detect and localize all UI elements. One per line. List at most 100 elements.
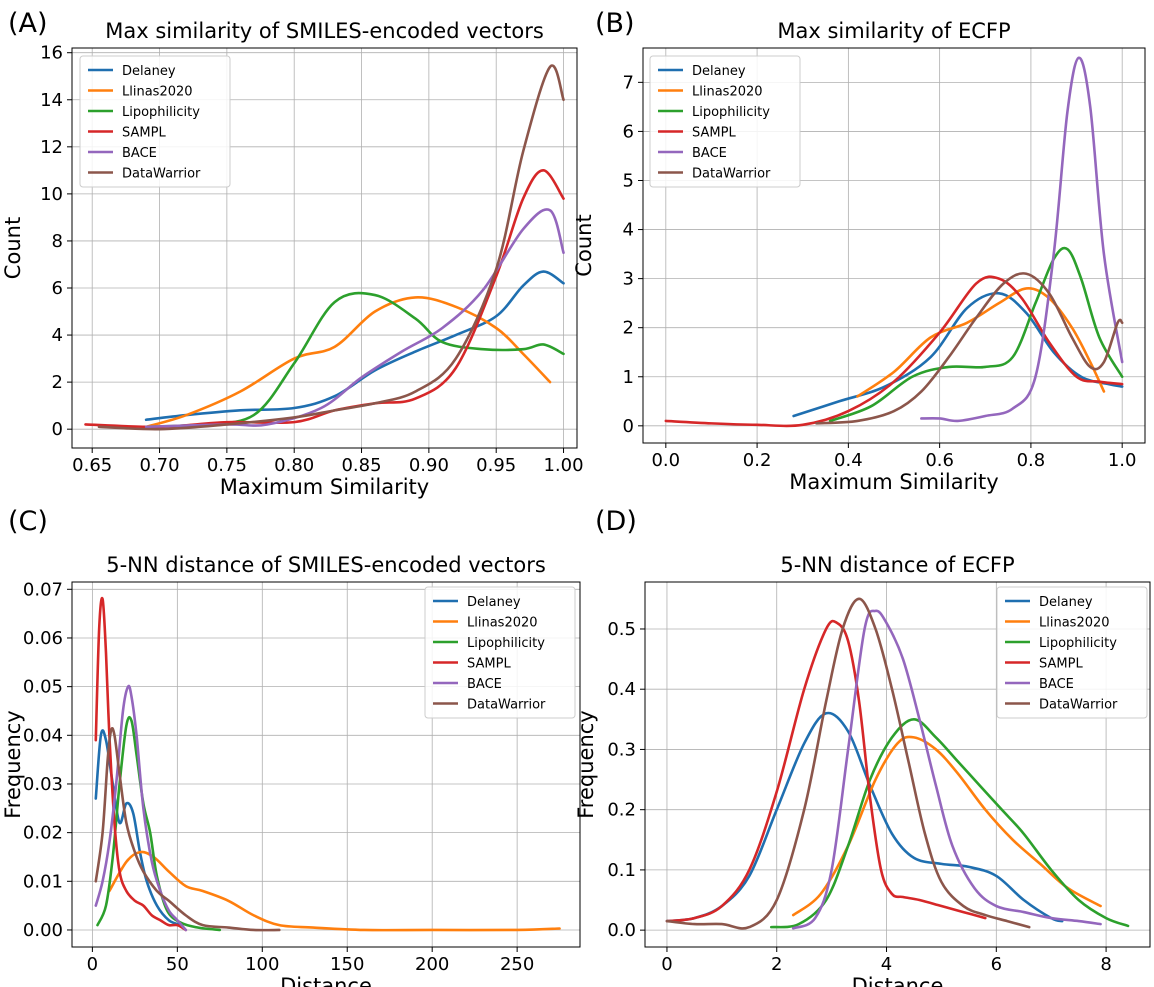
y-tick-label: 8 bbox=[52, 231, 63, 252]
y-tick-label: 0.03 bbox=[23, 774, 63, 795]
x-tick-label: 1.0 bbox=[1108, 450, 1137, 471]
legend-label: Llinas2020 bbox=[692, 85, 763, 100]
x-tick-label: 50 bbox=[166, 954, 189, 975]
x-tick-label: 0.90 bbox=[409, 455, 449, 476]
x-tick-label: 0.65 bbox=[72, 455, 112, 476]
y-tick-label: 0.02 bbox=[23, 823, 63, 844]
y-tick-label: 0.5 bbox=[607, 619, 636, 640]
series-line-llinas2020 bbox=[856, 287, 1106, 398]
legend-label: Delaney bbox=[692, 64, 746, 79]
y-tick-label: 7 bbox=[623, 72, 634, 93]
y-axis-label: Frequency bbox=[574, 710, 598, 819]
series-line-bace bbox=[920, 56, 1124, 423]
legend-label: BACE bbox=[467, 677, 502, 692]
legend-label: SAMPL bbox=[467, 657, 511, 672]
y-tick-label: 2 bbox=[623, 318, 634, 339]
legend-label: BACE bbox=[692, 146, 727, 161]
y-tick-label: 2 bbox=[52, 372, 63, 393]
x-tick-label: 100 bbox=[245, 954, 279, 975]
series-line-sampl bbox=[664, 275, 1124, 428]
series-line-delaney bbox=[665, 711, 1064, 923]
y-tick-label: 0.0 bbox=[607, 920, 636, 941]
y-tick-label: 0 bbox=[623, 416, 634, 437]
y-tick-label: 5 bbox=[623, 170, 634, 191]
y-tick-label: 4 bbox=[52, 325, 63, 346]
chart-title: 5-NN distance of SMILES-encoded vectors bbox=[106, 553, 546, 577]
series-line-lipophilicity bbox=[828, 246, 1124, 423]
panel-c-letter: (C) bbox=[8, 506, 48, 537]
x-tick-label: 150 bbox=[330, 954, 364, 975]
legend-label: SAMPL bbox=[1039, 657, 1083, 672]
y-tick-label: 0.2 bbox=[607, 800, 636, 821]
y-tick-label: 0.3 bbox=[607, 739, 636, 760]
plot-frame bbox=[644, 581, 1151, 948]
x-axis-label: Maximum Similarity bbox=[220, 475, 429, 499]
legend-label: BACE bbox=[1039, 677, 1074, 692]
x-tick-label: 1.00 bbox=[543, 455, 583, 476]
panel-d-letter: (D) bbox=[595, 506, 637, 537]
y-tick-label: 3 bbox=[623, 269, 634, 290]
series-line-delaney bbox=[94, 729, 183, 927]
x-tick-label: 0.95 bbox=[476, 455, 516, 476]
series-line-datawarrior bbox=[97, 64, 565, 431]
y-tick-label: 0.04 bbox=[23, 725, 63, 746]
series-line-sampl bbox=[84, 169, 565, 429]
y-tick-label: 0.01 bbox=[23, 871, 63, 892]
legend-label: DataWarrior bbox=[692, 167, 771, 182]
legend-label: Delaney bbox=[1039, 595, 1093, 610]
y-tick-label: 0.06 bbox=[23, 628, 63, 649]
y-tick-label: 14 bbox=[40, 90, 63, 111]
legend-label: Delaney bbox=[467, 595, 521, 610]
series-line-llinas2020 bbox=[108, 850, 561, 932]
x-tick-label: 8 bbox=[1100, 954, 1111, 975]
legend-label: DataWarrior bbox=[122, 167, 201, 182]
legend-label: Lipophilicity bbox=[122, 105, 200, 120]
series-line-delaney bbox=[144, 270, 565, 422]
chart-title: Max similarity of ECFP bbox=[777, 19, 1010, 43]
legend-label: Llinas2020 bbox=[467, 616, 538, 631]
legend-box bbox=[996, 586, 1148, 719]
y-tick-label: 0 bbox=[52, 419, 63, 440]
x-axis-label: Maximum Similarity bbox=[789, 470, 998, 494]
x-tick-label: 0.0 bbox=[651, 450, 680, 471]
legend-label: DataWarrior bbox=[467, 698, 546, 713]
legend-label: Lipophilicity bbox=[692, 105, 770, 120]
x-tick-label: 250 bbox=[500, 954, 534, 975]
panel-a-letter: (A) bbox=[8, 8, 48, 39]
series-line-datawarrior bbox=[815, 272, 1124, 425]
series-line-bace bbox=[791, 609, 1102, 930]
series-line-lipophilicity bbox=[769, 718, 1130, 929]
x-tick-label: 0 bbox=[661, 954, 672, 975]
x-tick-label: 0 bbox=[87, 954, 98, 975]
x-tick-label: 0.80 bbox=[274, 455, 314, 476]
legend-label: Llinas2020 bbox=[122, 85, 193, 100]
x-tick-label: 0.70 bbox=[139, 455, 179, 476]
x-axis-label: Distance bbox=[852, 974, 944, 987]
y-tick-label: 12 bbox=[40, 137, 63, 158]
series-line-sampl bbox=[665, 619, 987, 923]
series-line-llinas2020 bbox=[144, 296, 552, 429]
legend-box bbox=[424, 586, 576, 719]
legend-label: Delaney bbox=[122, 64, 176, 79]
legend-label: Llinas2020 bbox=[1039, 616, 1110, 631]
legend-label: Lipophilicity bbox=[467, 636, 545, 651]
x-tick-label: 0.85 bbox=[341, 455, 381, 476]
plot-frame bbox=[642, 47, 1146, 444]
x-tick-label: 0.75 bbox=[207, 455, 247, 476]
plot-frame bbox=[71, 47, 578, 449]
panel-b-letter: (B) bbox=[595, 8, 635, 39]
legend-label: Lipophilicity bbox=[1039, 636, 1117, 651]
x-axis-label: Distance bbox=[280, 974, 372, 987]
x-tick-label: 200 bbox=[415, 954, 449, 975]
x-tick-label: 0.2 bbox=[743, 450, 772, 471]
y-axis-label: Frequency bbox=[1, 710, 25, 819]
x-tick-label: 2 bbox=[771, 954, 782, 975]
y-tick-label: 0.07 bbox=[23, 579, 63, 600]
y-tick-label: 1 bbox=[623, 367, 634, 388]
legend-label: DataWarrior bbox=[1039, 698, 1118, 713]
x-tick-label: 4 bbox=[881, 954, 892, 975]
y-tick-label: 0.05 bbox=[23, 677, 63, 698]
series-line-sampl bbox=[94, 596, 188, 932]
